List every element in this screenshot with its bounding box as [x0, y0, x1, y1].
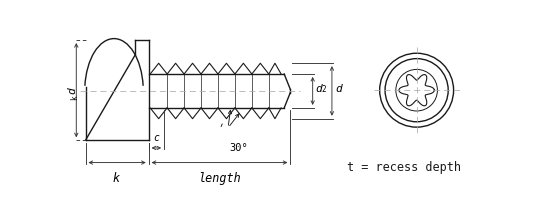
Text: 2: 2 — [321, 85, 326, 94]
Text: k: k — [113, 172, 120, 185]
Text: d: d — [336, 84, 343, 94]
Text: t = recess depth: t = recess depth — [348, 161, 461, 174]
Text: k: k — [70, 95, 79, 100]
Text: c: c — [153, 133, 160, 143]
Text: 30°: 30° — [229, 143, 248, 153]
Text: d: d — [68, 87, 78, 94]
Text: length: length — [198, 172, 241, 185]
Text: d: d — [316, 84, 322, 94]
